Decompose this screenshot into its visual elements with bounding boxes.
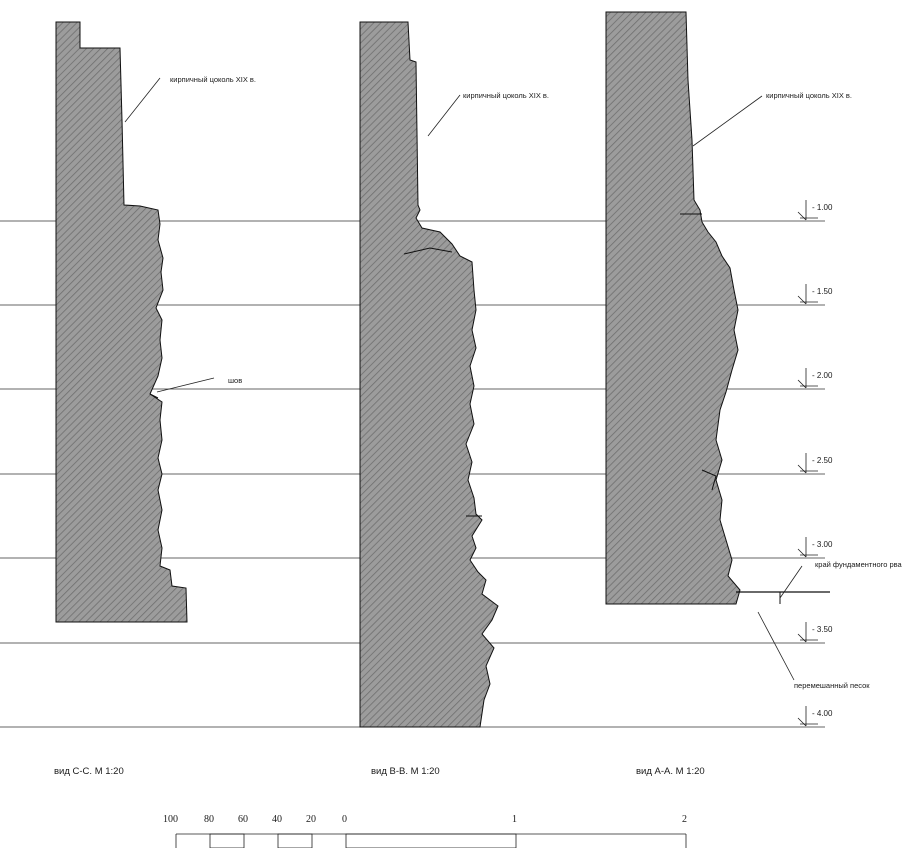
- seam-crack: [149, 393, 159, 399]
- label-mixed-sand: перемешанный песок: [794, 681, 870, 690]
- scale-label: 80: [204, 814, 214, 825]
- caption-section-b: вид В-В. М 1:20: [371, 766, 440, 777]
- leader-c: [124, 77, 161, 123]
- label-section-c: кирпичный цоколь XIX в.: [170, 75, 256, 84]
- scale-label: 40: [272, 814, 282, 825]
- level-text: - 2.50: [812, 456, 833, 465]
- wall-section-a: [605, 11, 741, 605]
- leader-seam: [156, 377, 215, 393]
- scale-label: 0: [342, 814, 347, 825]
- level-marker: - 1.00: [797, 200, 833, 221]
- label-section-b: кирпичный цоколь XIX в.: [463, 91, 549, 100]
- level-markers: - 1.00 - 1.50 - 2.00 - 2.50 - 3.00 - 3.5…: [797, 200, 833, 727]
- scale-label: 60: [238, 814, 248, 825]
- leader-b: [427, 94, 461, 137]
- crack-b1: [403, 247, 453, 255]
- level-text: - 4.00: [812, 709, 833, 718]
- label-seam: шов: [228, 376, 242, 385]
- scale-label: 2: [682, 814, 687, 825]
- caption-section-a: вид А-А. М 1:20: [636, 766, 705, 777]
- scale-bar: 100 80 60 40 20 0 1 2: [163, 814, 687, 848]
- wall-section-b: [359, 21, 499, 728]
- label-trench-edge: край фундаментного рва: [815, 560, 903, 569]
- level-text: - 3.50: [812, 625, 833, 634]
- caption-section-c: вид С-С. М 1:20: [54, 766, 124, 777]
- level-marker: - 1.50: [797, 284, 833, 305]
- level-text: - 3.00: [812, 540, 833, 549]
- leader-sand: [757, 611, 795, 681]
- crack-a2: [701, 469, 717, 491]
- level-marker: - 3.50: [797, 622, 833, 643]
- scale-label: 100: [163, 814, 178, 825]
- level-marker: - 2.50: [797, 453, 833, 474]
- level-text: - 2.00: [812, 371, 833, 380]
- level-text: - 1.00: [812, 203, 833, 212]
- trench-edge-marker: [736, 565, 830, 604]
- leader-a: [692, 95, 763, 147]
- level-text: - 1.50: [812, 287, 833, 296]
- label-section-a: кирпичный цоколь XIX в.: [766, 91, 852, 100]
- level-marker: - 3.00: [797, 537, 833, 558]
- scale-label: 1: [512, 814, 517, 825]
- level-marker: - 2.00: [797, 368, 833, 389]
- wall-section-c: [55, 21, 188, 623]
- level-marker: - 4.00: [797, 706, 833, 727]
- scale-label: 20: [306, 814, 316, 825]
